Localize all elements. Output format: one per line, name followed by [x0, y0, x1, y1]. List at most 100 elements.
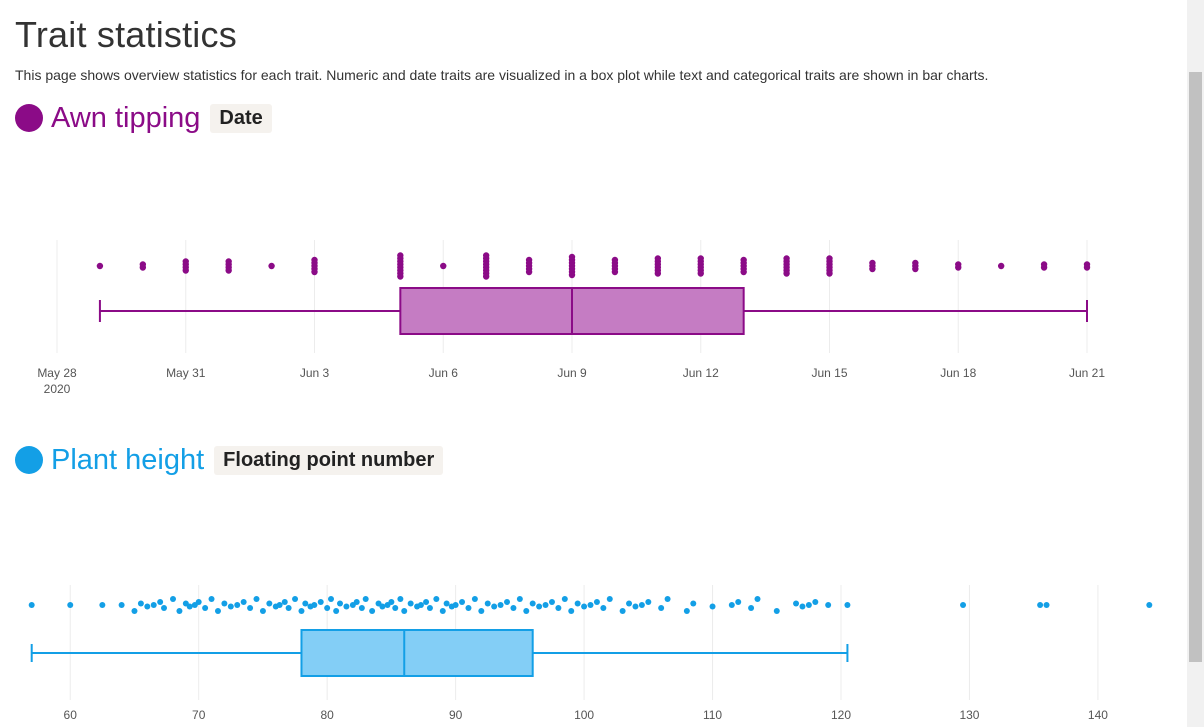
data-point: [440, 262, 447, 270]
x-tick-label: 70: [192, 708, 206, 722]
data-point: [555, 605, 562, 611]
x-tick-label: 110: [703, 708, 722, 722]
data-point: [529, 600, 536, 607]
x-tick-label: May 31: [166, 366, 206, 380]
x-tick-label: 80: [320, 708, 334, 722]
data-point: [658, 605, 665, 611]
data-point: [443, 600, 450, 607]
box-iqr: [300, 629, 534, 677]
data-point: [735, 599, 742, 605]
data-point: [805, 602, 812, 608]
data-point: [690, 600, 697, 607]
page-intro: This page shows overview statistics for …: [15, 67, 989, 83]
data-point: [259, 608, 266, 614]
data-point: [28, 602, 35, 608]
data-point: [144, 603, 151, 610]
data-point: [606, 596, 613, 602]
x-tick-label: 60: [64, 708, 78, 722]
trait-header-awn-tipping: Awn tipping Date: [15, 98, 272, 138]
data-point: [574, 600, 581, 607]
data-point: [118, 602, 125, 608]
trait-name: Awn tipping: [51, 101, 201, 134]
data-point: [131, 608, 138, 614]
x-tick-label: 130: [959, 708, 979, 722]
data-point: [353, 599, 360, 605]
data-point: [478, 608, 485, 614]
data-point: [170, 596, 177, 602]
data-point: [379, 603, 386, 610]
data-point: [208, 596, 215, 602]
x-tick-label: Jun 18: [940, 366, 976, 380]
data-point: [459, 599, 466, 605]
data-point: [221, 600, 228, 607]
data-point: [202, 605, 209, 611]
data-point: [491, 603, 498, 610]
data-point: [826, 270, 833, 277]
data-point: [298, 608, 305, 614]
data-point: [645, 599, 652, 605]
data-point: [401, 608, 408, 614]
data-point: [195, 599, 202, 605]
data-point: [523, 608, 530, 614]
data-point: [388, 599, 395, 605]
data-point: [869, 265, 876, 273]
data-point: [568, 271, 576, 279]
data-point: [247, 605, 254, 611]
x-tick-label: May 28: [37, 366, 77, 380]
data-point: [593, 599, 600, 605]
data-point: [1037, 602, 1044, 608]
data-point: [611, 268, 619, 276]
data-point: [186, 603, 193, 610]
x-tick-label: 100: [574, 708, 594, 722]
data-point: [150, 602, 157, 608]
trait-color-dot: [15, 446, 43, 474]
data-point: [465, 605, 472, 611]
data-point: [654, 270, 662, 277]
data-point: [369, 608, 376, 614]
x-tick-label: 90: [449, 708, 463, 722]
data-point: [268, 262, 275, 270]
data-point: [358, 605, 365, 611]
data-point: [234, 602, 241, 608]
data-point: [773, 608, 780, 614]
x-tick-label: Jun 6: [429, 366, 459, 380]
data-point: [619, 608, 626, 614]
data-point: [799, 603, 806, 610]
data-point: [587, 602, 594, 608]
data-point: [536, 603, 543, 610]
x-tick-label: Jun 21: [1069, 366, 1105, 380]
data-point: [638, 602, 645, 608]
x-tick-label: Jun 9: [557, 366, 587, 380]
x-tick-label: Jun 15: [811, 366, 847, 380]
data-point: [912, 265, 919, 273]
data-point: [281, 599, 288, 605]
data-point: [225, 267, 232, 274]
data-point: [1043, 602, 1050, 608]
data-point: [276, 602, 283, 608]
data-point: [253, 596, 260, 602]
data-point: [337, 600, 344, 607]
scrollbar-track[interactable]: [1187, 0, 1204, 727]
trait-type-badge: Date: [210, 103, 272, 133]
data-point: [1146, 602, 1153, 608]
data-point: [343, 603, 350, 610]
data-point: [497, 602, 504, 608]
data-point: [214, 608, 221, 614]
data-point: [439, 608, 446, 614]
data-point: [397, 596, 404, 602]
data-point: [812, 599, 819, 605]
data-point: [697, 270, 704, 277]
page-title: Trait statistics: [15, 14, 237, 55]
data-point: [266, 600, 273, 607]
trait-color-dot: [15, 104, 43, 132]
data-point: [227, 603, 234, 610]
data-point: [302, 600, 309, 607]
data-point: [311, 602, 318, 608]
scrollbar-thumb[interactable]: [1189, 72, 1202, 662]
data-point: [825, 602, 832, 608]
data-point: [664, 596, 671, 602]
data-point: [997, 262, 1005, 270]
data-point: [955, 264, 962, 271]
data-point: [632, 603, 639, 610]
data-point: [484, 600, 491, 607]
